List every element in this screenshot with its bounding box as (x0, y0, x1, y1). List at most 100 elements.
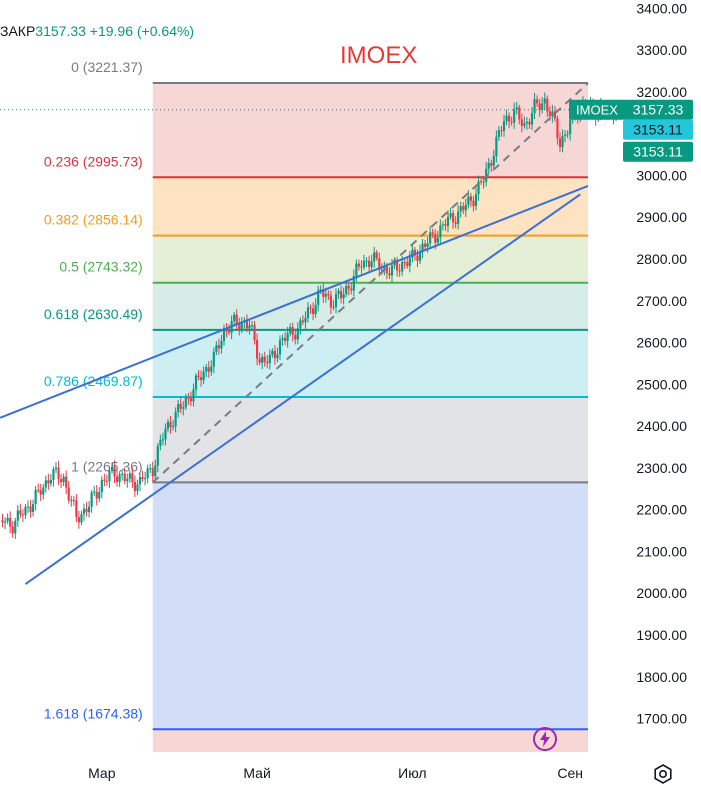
candle-body (495, 136, 498, 156)
candle-body (482, 181, 485, 183)
candle-body (306, 307, 310, 318)
candle-body (416, 255, 419, 261)
last-price-tag (623, 99, 693, 120)
candle-body (141, 477, 144, 480)
candle-body (533, 99, 536, 114)
candle-body (390, 265, 394, 276)
candle-body (26, 506, 30, 508)
candle-body (408, 257, 411, 266)
candle-body (75, 500, 78, 518)
candle-body (520, 119, 523, 126)
y-tick-label: 2600.00 (636, 335, 687, 351)
candle-body (421, 243, 424, 252)
candle-body (202, 371, 205, 381)
candle-body (393, 261, 396, 266)
price-tags: IMOEX 3157.33 3153.11 3153.11 (0, 99, 693, 162)
trendline (152, 82, 589, 484)
candle-body (77, 517, 80, 523)
y-tick-label: 2200.00 (636, 502, 687, 518)
candle-body (197, 375, 200, 378)
candle-body (429, 232, 432, 244)
candle-body (57, 467, 60, 480)
symbol-tag (569, 99, 625, 120)
candle-body (32, 503, 35, 512)
candle-body (151, 468, 154, 477)
candle-body (457, 211, 460, 224)
candle-body (314, 304, 317, 315)
candle-body (235, 314, 238, 325)
y-tick-label: 3200.00 (636, 84, 687, 100)
candle-body (212, 351, 215, 367)
candle-body (60, 479, 63, 483)
gear-icon[interactable] (653, 764, 673, 784)
candle-body (281, 338, 284, 341)
candle-body (309, 307, 312, 309)
candle-body (72, 499, 75, 501)
x-tick-label: Мар (88, 765, 116, 781)
trendline (24, 193, 581, 585)
candle-body (546, 98, 549, 112)
candle-body (291, 327, 294, 336)
fib-zones (152, 82, 588, 752)
candle-body (100, 479, 103, 493)
candle-body (210, 366, 213, 372)
candle-body (541, 103, 544, 110)
candle-body (538, 103, 541, 110)
candle-body (174, 411, 177, 427)
candle-body (312, 308, 315, 315)
candle-body (337, 290, 340, 295)
candle-body (284, 338, 287, 341)
candle-body (70, 499, 73, 501)
candle-body (462, 206, 465, 211)
candle-body (380, 269, 383, 271)
candle-body (62, 476, 65, 483)
candle-body (329, 295, 332, 308)
candle-body (116, 476, 119, 482)
candle-body (253, 325, 256, 340)
candle-body (278, 340, 282, 355)
x-axis: Мар Май Июл Сен (88, 765, 583, 781)
candle-body (146, 468, 149, 479)
candle-body (276, 354, 279, 359)
candle-body (128, 473, 131, 479)
candle-body (497, 130, 500, 137)
candle-body (54, 467, 58, 470)
candle-body (334, 294, 338, 307)
candle-body (258, 358, 261, 363)
y-tick-label: 3400.00 (636, 0, 687, 16)
y-tick-label: 2300.00 (636, 460, 687, 476)
fib-label: 0.618 (2630.49) (44, 306, 143, 322)
lightning-icon[interactable] (532, 726, 558, 752)
candle-body (523, 123, 526, 126)
candle-body (156, 445, 159, 466)
candle-body (9, 517, 12, 527)
candle-body (452, 213, 455, 223)
candle-body (228, 331, 231, 333)
candle-body (500, 130, 503, 132)
candle-body (110, 466, 114, 471)
candle-body (24, 506, 27, 516)
candle-body (205, 367, 208, 372)
symbol-tag-label: IMOEX (576, 103, 618, 118)
candle-body (296, 328, 299, 340)
candle-body (149, 468, 152, 470)
candle-body (472, 200, 475, 206)
candle-body (370, 261, 373, 268)
candle-body (47, 480, 50, 484)
candle-body (396, 261, 399, 271)
candle-body (88, 506, 91, 513)
candle-body (347, 285, 350, 289)
y-tick-label: 2100.00 (636, 543, 687, 559)
last-price-tag-label: 3157.33 (633, 102, 684, 118)
trendlines (0, 82, 589, 585)
candle-body (342, 294, 345, 299)
candle-body (172, 426, 175, 428)
candle-body (418, 251, 422, 261)
candle-body (536, 99, 539, 104)
fib-zone (152, 235, 588, 283)
candle-body (441, 224, 444, 226)
candle-body (222, 327, 226, 341)
candle-body (525, 122, 528, 124)
candle-body (29, 506, 32, 512)
